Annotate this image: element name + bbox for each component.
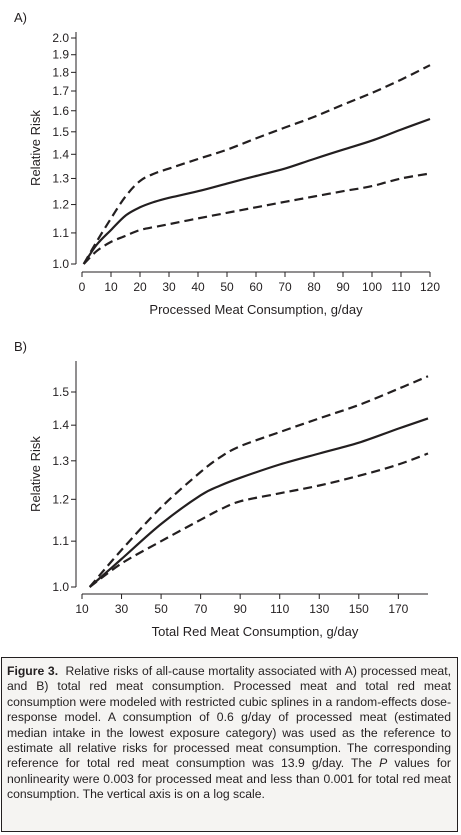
chart-a-x-tick-label: 40 (191, 280, 205, 294)
chart-a-y-tick-label: 1.6 (52, 104, 69, 118)
chart-b-y-tick-label: 1.5 (52, 385, 69, 399)
chart-a-x-tick-label: 20 (133, 280, 147, 294)
chart-a-x-tick-label: 120 (420, 280, 440, 294)
chart-b-x-tick-label: 30 (115, 602, 129, 616)
chart-b-y-tick-label: 1.2 (52, 492, 69, 506)
chart-a-y-tick-label: 1.7 (52, 84, 69, 98)
chart-a-series-ci-dashed-line (82, 172, 431, 265)
chart-a-x-tick-label: 80 (307, 280, 321, 294)
chart-b-y-tick-label: 1.1 (52, 534, 69, 548)
chart-a-y-tick-label: 1.3 (52, 171, 69, 185)
panel-b-label: B) (14, 339, 27, 354)
chart-a-y-tick-label: 1.5 (52, 125, 69, 139)
chart-b-series-ci-dashed-line (89, 452, 429, 588)
chart-b-series-estimate-solid-line (88, 417, 429, 588)
chart-a-y-tick-label: 1.1 (52, 226, 69, 240)
chart-b-y-axis-title: Relative Risk (28, 436, 43, 512)
chart-a-x-tick-label: 30 (162, 280, 176, 294)
chart-b-series-ci-dashed-line (88, 375, 429, 588)
chart-b-x-tick-label: 90 (233, 602, 247, 616)
caption-text-2: values for nonlinearity were 0.003 for p… (7, 756, 451, 802)
chart-a-series-estimate-solid-line (82, 117, 431, 265)
chart-a-x-tick-label: 90 (336, 280, 350, 294)
chart-a-x-tick-label: 70 (278, 280, 292, 294)
chart-a-y-tick-label: 1.8 (52, 65, 69, 79)
chart-a-y-tick-label: 2.0 (52, 31, 69, 45)
chart-a-x-tick-label: 60 (249, 280, 263, 294)
chart-b-y-tick-label: 1.4 (52, 418, 69, 432)
chart-b-x-axis-title: Total Red Meat Consumption, g/day (152, 624, 359, 639)
chart-a-y-axis-title: Relative Risk (28, 110, 43, 186)
chart-b-x-tick-label: 70 (194, 602, 208, 616)
chart-a-x-tick-label: 100 (362, 280, 382, 294)
chart-a-x-tick-label: 50 (220, 280, 234, 294)
chart-a-y-tick-label: 1.2 (52, 198, 69, 212)
chart-a-x-tick-label: 0 (79, 280, 86, 294)
chart-b-y-tick-label: 1.0 (52, 580, 69, 594)
panel-a-label: A) (14, 10, 27, 25)
chart-b: 1.0 1.1 1.2 1.3 1.4 1.5 10 30 50 70 90 110 130 150 170… (28, 361, 429, 639)
chart-a-y-tick-label: 1.9 (52, 48, 69, 62)
chart-a-x-tick-label: 10 (104, 280, 118, 294)
chart-b-x-tick-label: 130 (309, 602, 329, 616)
chart-a-x-axis-title: Processed Meat Consumption, g/day (149, 302, 363, 317)
chart-b-x-tick-label: 150 (349, 602, 369, 616)
chart-a-y-tick-label: 1.0 (52, 257, 69, 271)
chart-b-x-tick-label: 10 (75, 602, 89, 616)
figure-caption: Figure 3. Relative risks of all-cause mo… (1, 657, 458, 832)
caption-italic-p: P (379, 756, 388, 771)
chart-a-x-tick-label: 110 (391, 280, 410, 294)
chart-b-x-tick-label: 50 (154, 602, 168, 616)
caption-label: Figure 3. (7, 664, 59, 678)
chart-b-y-tick-label: 1.3 (52, 454, 69, 468)
chart-a: 1.0 1.1 1.2 1.3 1.4 1.5 1.6 1.7 1.8 1.9 2.0 0 10 20 30… (28, 31, 440, 317)
chart-b-x-tick-label: 110 (270, 602, 289, 616)
caption-text-1: Relative risks of all-cause mortality as… (7, 664, 451, 771)
chart-a-y-tick-label: 1.4 (52, 147, 69, 161)
chart-b-x-tick-label: 170 (388, 602, 408, 616)
